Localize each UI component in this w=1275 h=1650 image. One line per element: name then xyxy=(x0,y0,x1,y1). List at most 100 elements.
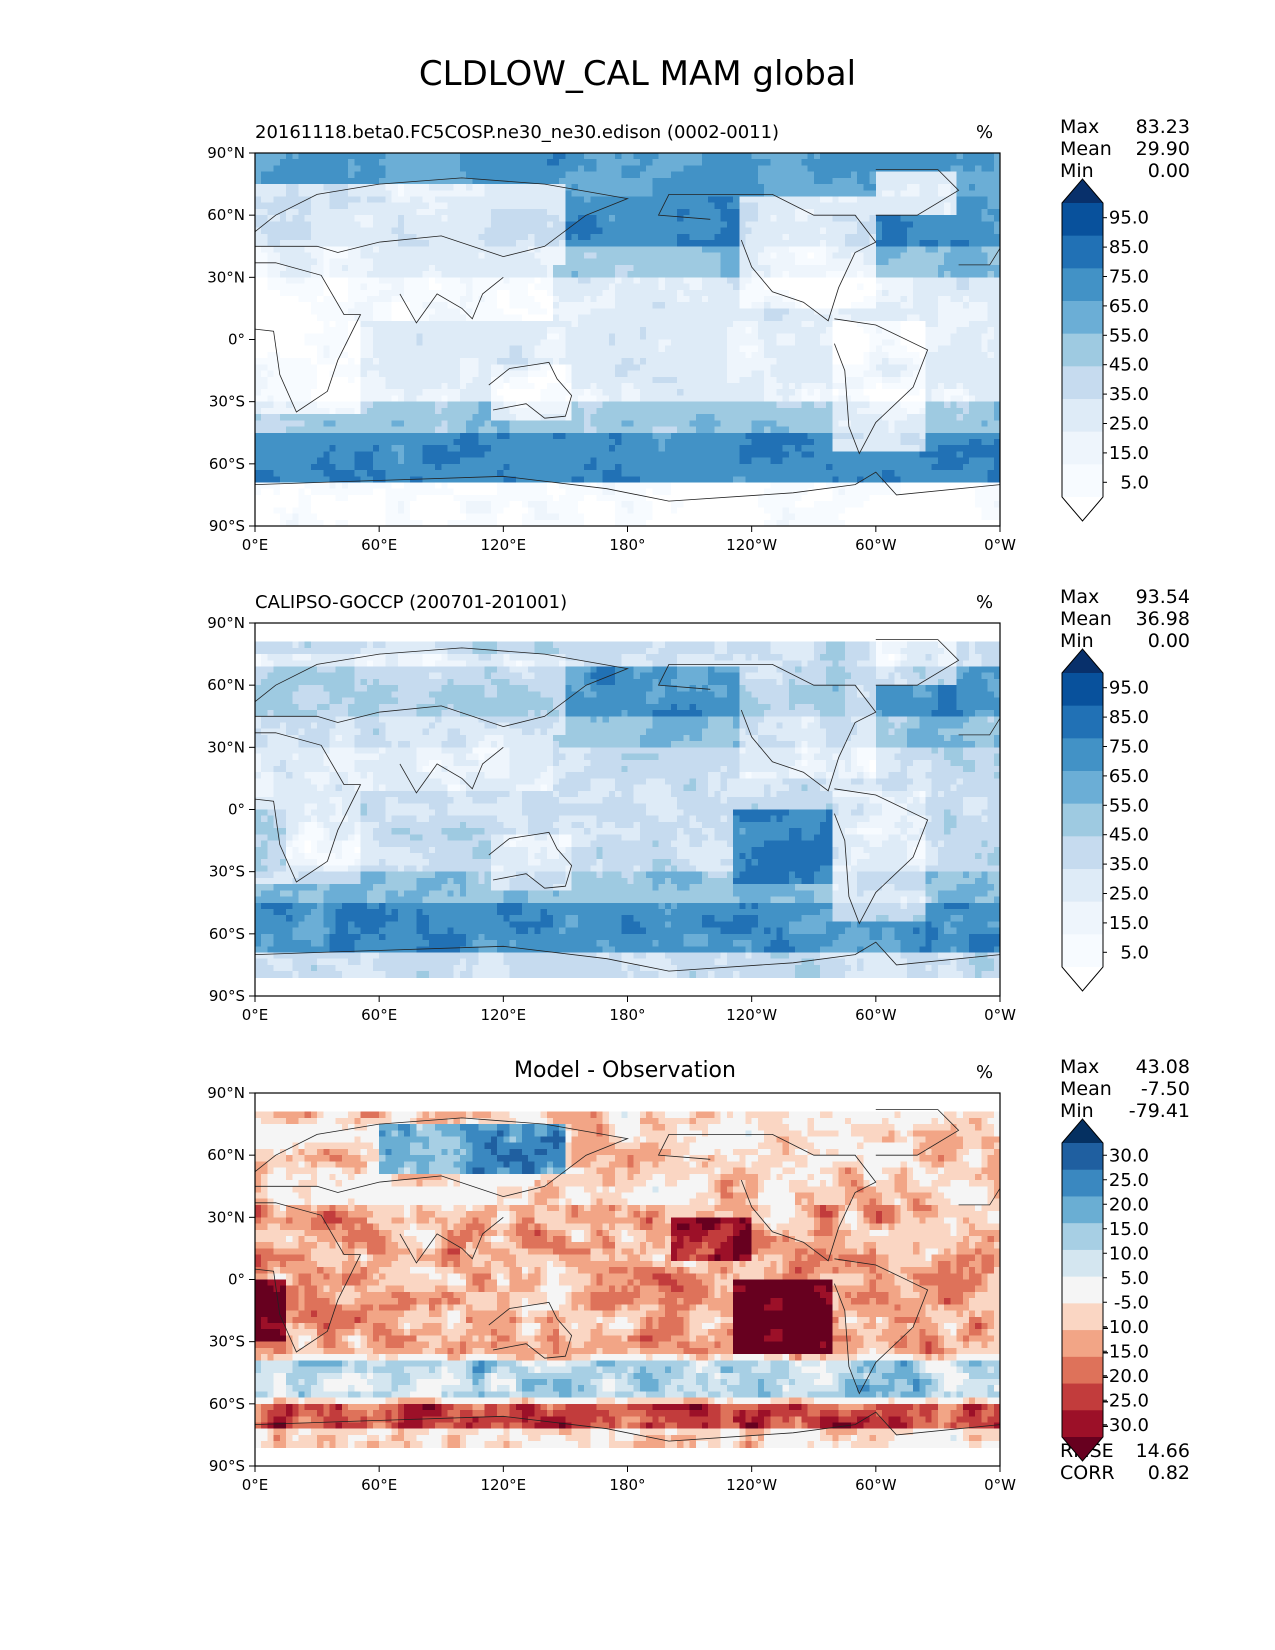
field-cell xyxy=(826,333,833,340)
field-cell xyxy=(757,258,765,266)
field-cell xyxy=(652,320,659,328)
field-cell xyxy=(788,196,796,204)
field-cell xyxy=(484,190,492,197)
field-cell xyxy=(484,252,492,260)
field-cell xyxy=(329,196,337,204)
field-cell xyxy=(683,308,690,316)
field-cell xyxy=(950,376,957,384)
field-cell xyxy=(435,358,442,365)
field-cell xyxy=(962,240,970,247)
field-cell xyxy=(565,383,573,390)
field-cell xyxy=(844,246,852,253)
field-cell xyxy=(739,395,746,403)
field-cell xyxy=(435,240,442,247)
field-cell xyxy=(875,233,883,241)
field-cell xyxy=(851,364,858,371)
field-cell xyxy=(602,271,610,278)
field-cell xyxy=(354,171,361,179)
field-cell xyxy=(906,302,914,309)
field-cell xyxy=(670,327,678,334)
field-cell xyxy=(968,383,976,390)
field-cell xyxy=(869,277,877,284)
field-cell xyxy=(341,177,349,185)
field-cell xyxy=(776,215,784,222)
field-cell xyxy=(422,184,430,191)
field-cell xyxy=(931,159,939,166)
field-cell xyxy=(447,153,455,160)
field-cell xyxy=(515,295,523,303)
field-cell xyxy=(286,177,293,185)
field-cell xyxy=(404,227,411,235)
field-cell xyxy=(360,202,368,210)
field-cell xyxy=(683,221,690,228)
field-cell xyxy=(354,277,361,284)
field-cell xyxy=(416,351,424,359)
field-cell xyxy=(503,407,510,415)
field-cell xyxy=(546,376,554,384)
field-cell xyxy=(602,208,610,216)
field-cell xyxy=(658,283,666,291)
field-cell xyxy=(733,202,740,210)
field-cell xyxy=(956,364,964,371)
field-cell xyxy=(739,295,746,303)
field-cell xyxy=(304,395,312,403)
field-cell xyxy=(956,358,964,365)
field-cell xyxy=(913,327,920,334)
field-cell xyxy=(466,401,473,409)
field-cell xyxy=(397,221,405,228)
field-cell xyxy=(956,240,964,247)
field-cell xyxy=(273,358,281,365)
field-cell xyxy=(459,227,467,235)
field-cell xyxy=(298,289,306,297)
field-cell xyxy=(509,215,517,222)
field-cell xyxy=(882,240,889,247)
field-cell xyxy=(354,246,361,253)
field-cell xyxy=(670,277,678,284)
field-cell xyxy=(913,351,920,359)
field-cell xyxy=(677,196,684,204)
field-cell xyxy=(571,289,579,297)
field-cell xyxy=(261,401,268,409)
field-cell xyxy=(602,376,610,384)
field-cell xyxy=(627,153,635,160)
field-cell xyxy=(826,358,833,365)
field-cell xyxy=(639,190,647,197)
field-cell xyxy=(261,240,268,247)
field-cell xyxy=(615,395,622,403)
field-cell xyxy=(472,389,479,396)
field-cell xyxy=(968,339,976,347)
field-cell xyxy=(944,258,951,266)
field-cell xyxy=(323,370,330,378)
field-cell xyxy=(975,196,982,204)
field-cell xyxy=(745,376,753,384)
field-cell xyxy=(714,333,722,340)
field-cell xyxy=(882,177,889,185)
field-cell xyxy=(360,208,368,216)
field-cell xyxy=(416,395,424,403)
field-cell xyxy=(503,320,510,328)
field-cell xyxy=(838,302,846,309)
field-cell xyxy=(348,177,355,185)
field-cell xyxy=(950,395,957,403)
field-cell xyxy=(658,208,666,216)
field-cell xyxy=(807,227,815,235)
field-cell xyxy=(962,339,970,347)
field-cell xyxy=(807,358,815,365)
field-cell xyxy=(801,283,808,291)
field-cell xyxy=(844,159,852,166)
field-cell xyxy=(819,233,827,241)
field-cell xyxy=(944,364,951,371)
field-cell xyxy=(372,339,380,347)
field-cell xyxy=(584,196,591,204)
field-cell xyxy=(968,264,976,272)
field-cell xyxy=(577,283,585,291)
field-cell xyxy=(428,208,436,216)
field-cell xyxy=(900,358,908,365)
field-cell xyxy=(341,264,349,272)
field-cell xyxy=(708,345,715,353)
field-cell xyxy=(987,171,995,179)
field-cell xyxy=(962,227,970,235)
field-cell xyxy=(459,320,467,328)
field-cell xyxy=(466,208,473,216)
field-cell xyxy=(559,283,566,291)
